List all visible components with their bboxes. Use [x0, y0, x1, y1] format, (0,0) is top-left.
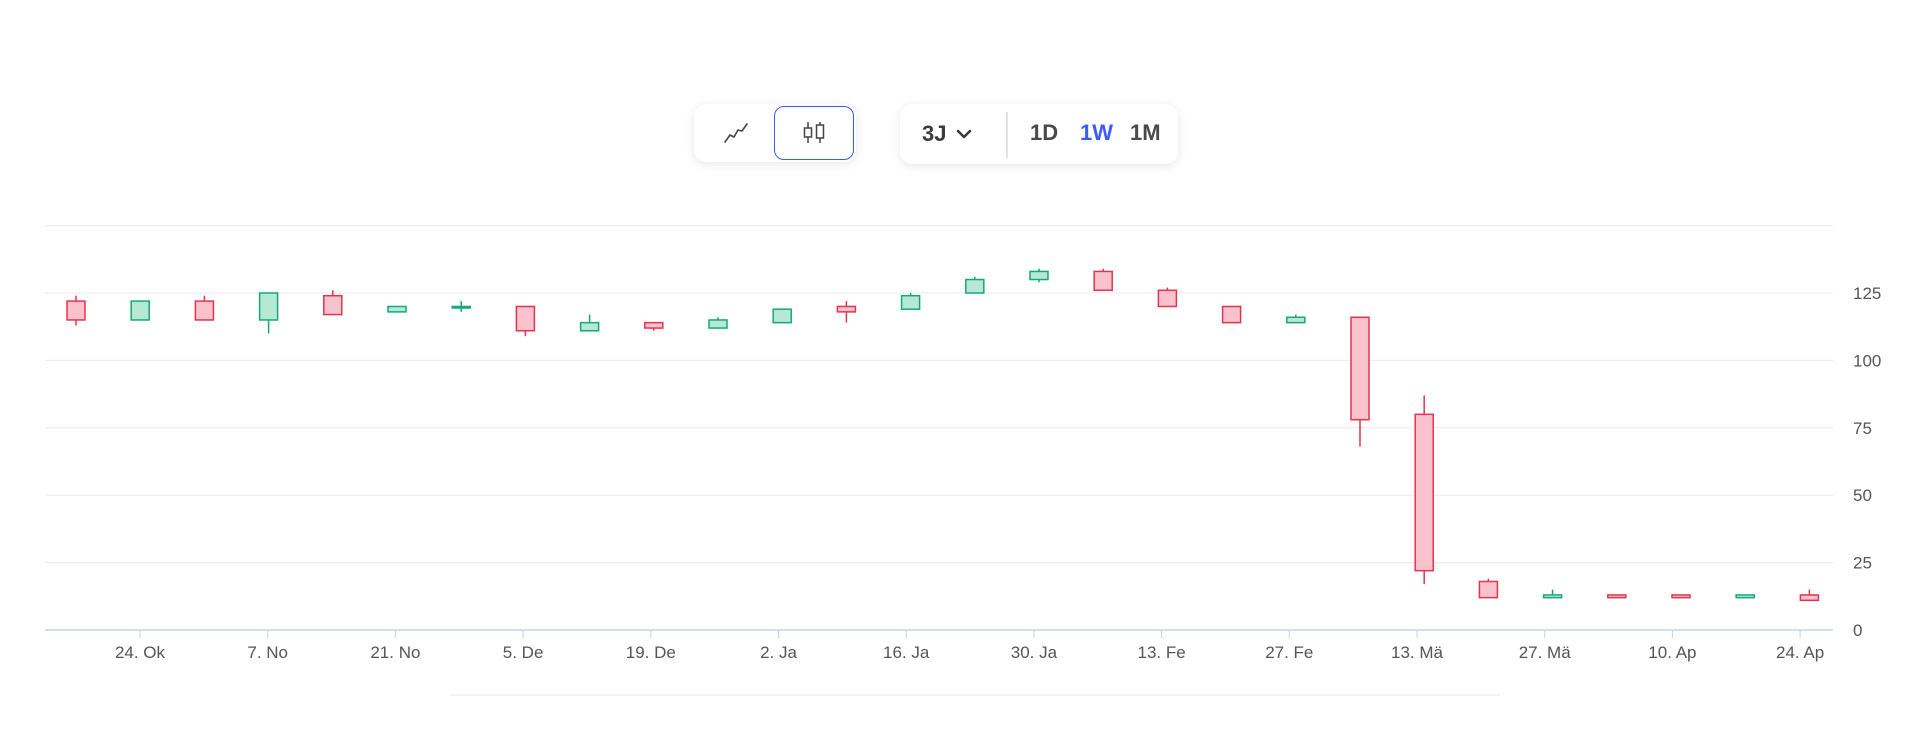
candle: [1607, 594, 1627, 599]
candle-body: [1221, 305, 1242, 324]
range-dropdown[interactable]: 3J: [912, 112, 992, 156]
candle: [1735, 594, 1755, 599]
candle-body: [1029, 270, 1049, 281]
candle-body: [1093, 270, 1113, 292]
chart-type-switcher: [694, 104, 856, 162]
range-controls: 3J 1D 1W 1M: [900, 104, 1178, 164]
candle-body: [66, 300, 86, 321]
line-chart-button[interactable]: [696, 106, 776, 160]
candle: [451, 301, 471, 312]
interval-1w[interactable]: 1W: [1080, 120, 1113, 145]
candle-body: [1414, 413, 1434, 572]
candle-body: [708, 319, 728, 329]
x-tick-label: 16. Ja: [883, 643, 930, 662]
range-label: 3J: [922, 121, 947, 146]
candle-body: [1735, 594, 1755, 599]
y-tick-label: 50: [1853, 486, 1872, 505]
x-tick-label: 10. Ap: [1648, 643, 1696, 662]
candle: [1414, 395, 1434, 585]
candle-body: [1607, 594, 1627, 599]
x-tick-label: 13. Mä: [1391, 643, 1444, 662]
x-tick-label: 2. Ja: [760, 643, 797, 662]
candle: [1350, 316, 1370, 447]
candle-body: [1799, 594, 1820, 602]
chart-toolbar: 3J 1D 1W 1M: [0, 104, 1920, 168]
candle-body: [900, 294, 921, 310]
candle: [900, 293, 921, 310]
x-tick-label: 7. No: [247, 643, 288, 662]
interval-1d[interactable]: 1D: [1030, 120, 1059, 145]
candle: [1029, 268, 1049, 283]
candle-body: [194, 300, 215, 321]
candle: [1799, 589, 1820, 602]
candle-body: [1350, 316, 1370, 421]
y-tick-label: 0: [1853, 621, 1862, 640]
candle-body: [772, 308, 792, 324]
candle: [1286, 314, 1306, 324]
candle-body: [1286, 316, 1306, 324]
candlestick-chart-button[interactable]: [774, 106, 854, 160]
candle-body: [451, 305, 471, 309]
x-tick-label: 30. Ja: [1011, 643, 1058, 662]
candle: [1157, 287, 1178, 308]
candle: [258, 292, 279, 334]
candle: [323, 290, 343, 316]
x-tick-label: 27. Fe: [1265, 643, 1313, 662]
y-axis: 0 25 50 75 100 125: [1853, 284, 1881, 640]
candle: [387, 305, 407, 313]
x-axis: 24. Ok 7. No 21. No 5. De 19. De 2. Ja 16. Ja 3…: [115, 630, 1824, 662]
candle-body: [836, 305, 857, 313]
candle: [836, 301, 857, 323]
candle: [1478, 578, 1499, 599]
candle: [1671, 594, 1691, 599]
candle: [130, 300, 150, 321]
candle-body: [579, 321, 600, 332]
candle-body: [1478, 580, 1499, 599]
footer-divider: [450, 694, 1500, 696]
candle-body: [130, 300, 150, 321]
chevron-down-icon: [957, 129, 972, 139]
x-tick-label: 24. Ok: [115, 643, 166, 662]
candle: [708, 317, 728, 329]
y-tick-label: 100: [1853, 351, 1881, 370]
candle-body: [323, 294, 343, 316]
candle-body: [1542, 594, 1563, 599]
line-chart-icon: [724, 123, 748, 143]
candle-body: [1671, 594, 1691, 599]
interval-1m[interactable]: 1M: [1130, 120, 1161, 145]
y-tick-label: 125: [1853, 284, 1881, 303]
chart-grid: [45, 225, 1833, 631]
candle-body: [644, 321, 664, 329]
candlestick-chart-icon: [803, 122, 825, 143]
x-tick-label: 5. De: [503, 643, 544, 662]
y-tick-label: 75: [1853, 419, 1872, 438]
y-tick-label: 25: [1853, 554, 1872, 573]
candle-body: [387, 305, 407, 313]
candle-body: [515, 305, 536, 332]
candle: [1542, 589, 1563, 599]
candle-body: [258, 292, 279, 321]
candle-body: [1157, 289, 1178, 308]
x-tick-label: 13. Fe: [1137, 643, 1185, 662]
chart-candles: [66, 268, 1820, 602]
candle: [965, 276, 985, 294]
candle: [194, 295, 215, 321]
candle: [66, 295, 86, 326]
candle: [1093, 268, 1113, 292]
x-tick-label: 19. De: [626, 643, 676, 662]
candle: [1221, 305, 1242, 324]
candle: [579, 314, 600, 332]
range-divider: [1006, 112, 1008, 158]
candle: [644, 321, 664, 331]
candle: [772, 308, 792, 324]
candle: [515, 305, 536, 337]
x-tick-label: 21. No: [370, 643, 420, 662]
x-tick-label: 24. Ap: [1776, 643, 1824, 662]
x-tick-label: 27. Mä: [1519, 643, 1572, 662]
candle-body: [965, 278, 985, 294]
